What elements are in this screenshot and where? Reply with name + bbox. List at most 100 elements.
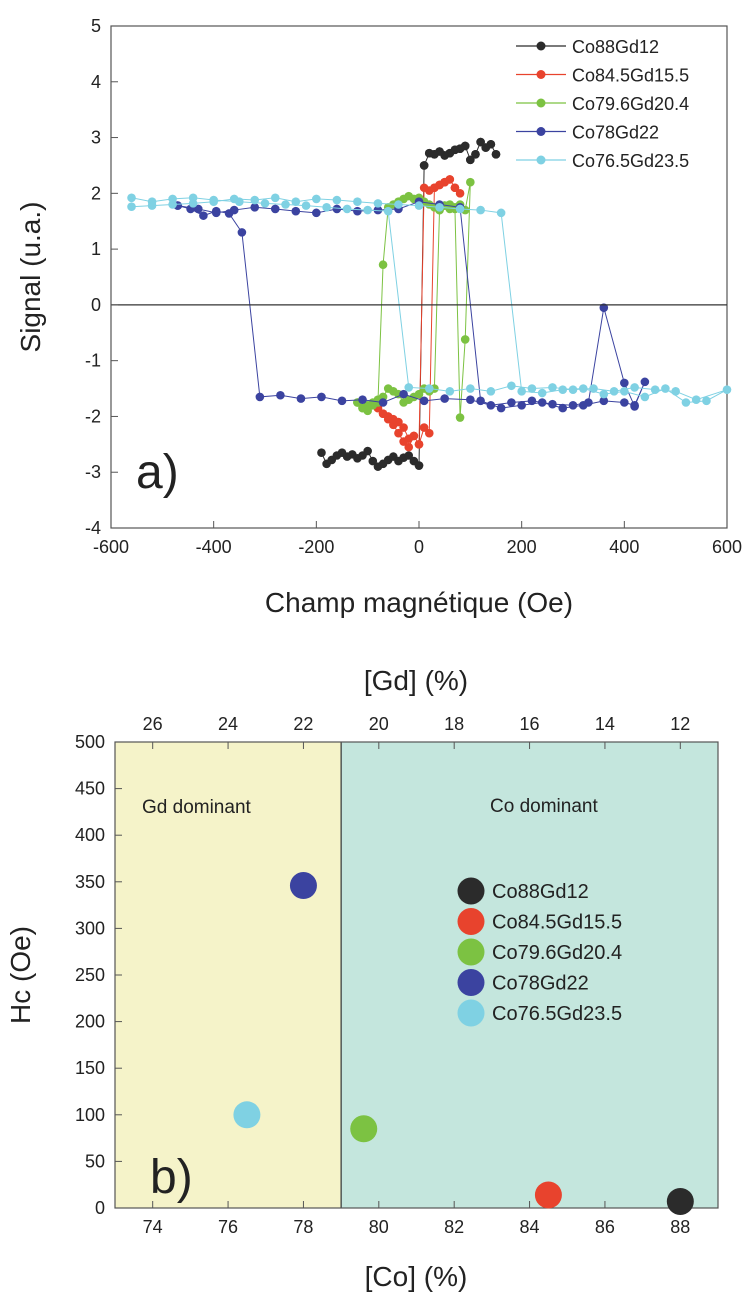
data-point xyxy=(641,393,650,402)
point-co76-5gd23-5 xyxy=(233,1101,260,1128)
data-point xyxy=(238,228,247,237)
legend-entry-co88gd12: Co88Gd12 xyxy=(458,878,589,905)
legend-label: Co84.5Gd15.5 xyxy=(492,912,622,934)
data-point xyxy=(363,206,372,215)
legend-label: Co79.6Gd20.4 xyxy=(572,94,689,114)
data-point xyxy=(404,383,413,392)
data-point xyxy=(292,207,301,216)
data-point xyxy=(702,397,711,406)
series-co76-5gd23-5 xyxy=(127,193,731,406)
x-tick-label: 78 xyxy=(293,1217,313,1237)
panel-label-a: a) xyxy=(136,446,179,499)
y-tick-label: 0 xyxy=(95,1198,105,1218)
data-point xyxy=(297,394,306,403)
data-point xyxy=(440,394,449,403)
data-point xyxy=(466,156,475,165)
coercivity-x-axis-label: [Co] (%) xyxy=(365,1261,468,1292)
data-point xyxy=(209,197,218,206)
top-tick-label: 24 xyxy=(218,714,238,734)
x-tick-label: 200 xyxy=(507,537,537,557)
data-point xyxy=(379,260,388,269)
coercivity-top-axis-label: [Gd] (%) xyxy=(364,665,468,696)
data-point xyxy=(548,400,557,409)
legend-entry-co88gd12: Co88Gd12 xyxy=(516,37,659,57)
legend-entry-co76-5gd23-5: Co76.5Gd23.5 xyxy=(516,151,689,171)
data-point xyxy=(374,199,383,208)
y-tick-label: 300 xyxy=(75,918,105,938)
data-point xyxy=(589,384,598,393)
legend-label: Co76.5Gd23.5 xyxy=(572,151,689,171)
point-co78gd22 xyxy=(290,872,317,899)
data-point xyxy=(148,201,157,210)
data-point xyxy=(620,387,629,396)
data-point xyxy=(415,461,424,470)
data-point xyxy=(692,395,701,404)
data-point xyxy=(492,150,501,159)
data-point xyxy=(558,385,567,394)
data-point xyxy=(425,384,434,393)
hysteresis-chart: -600 -400 -200 0 200 400 600 -4 -3 -2 -1 0 1 2 3 4 5 Co8… xyxy=(15,16,742,618)
top-tick-label: 20 xyxy=(369,714,389,734)
data-point xyxy=(333,196,342,205)
point-co79-6gd20-4 xyxy=(350,1115,377,1142)
x-tick-label: 600 xyxy=(712,537,742,557)
data-point xyxy=(358,395,367,404)
legend-marker xyxy=(537,127,546,136)
data-point xyxy=(456,205,465,214)
data-point xyxy=(338,397,347,406)
x-tick-label: 76 xyxy=(218,1217,238,1237)
coercivity-y-axis-label: Hc (Oe) xyxy=(5,926,36,1024)
data-point xyxy=(661,384,670,393)
data-point xyxy=(425,149,434,158)
data-point xyxy=(528,397,537,406)
top-tick-label: 26 xyxy=(143,714,163,734)
data-point xyxy=(281,200,290,209)
data-point xyxy=(497,404,506,413)
series-co79-6gd20-4 xyxy=(353,178,475,422)
y-tick-label: -4 xyxy=(85,518,101,538)
data-point xyxy=(404,443,413,452)
data-point xyxy=(487,387,496,396)
data-point xyxy=(456,413,465,422)
x-tick-label: -400 xyxy=(196,537,232,557)
x-tick-label: 88 xyxy=(670,1217,690,1237)
series-line xyxy=(357,182,470,417)
data-point xyxy=(671,387,680,396)
hysteresis-y-axis-label: Signal (u.a.) xyxy=(15,202,46,353)
legend-entry-co78gd22: Co78Gd22 xyxy=(516,123,659,143)
legend-marker xyxy=(458,908,485,935)
data-point xyxy=(312,209,321,218)
data-point xyxy=(230,206,239,215)
data-point xyxy=(461,335,470,344)
data-point xyxy=(384,384,393,393)
y-tick-label: 0 xyxy=(91,295,101,315)
data-point xyxy=(507,398,516,407)
legend-marker xyxy=(458,939,485,966)
data-point xyxy=(476,206,485,215)
x-tick-label: 400 xyxy=(609,537,639,557)
top-tick-label: 12 xyxy=(670,714,690,734)
data-point xyxy=(517,401,526,410)
data-point xyxy=(466,384,475,393)
data-point xyxy=(212,209,221,218)
data-point xyxy=(497,209,506,218)
gd-dominant-label: Gd dominant xyxy=(142,797,252,818)
legend-label: Co78Gd22 xyxy=(492,973,589,995)
legend-label: Co78Gd22 xyxy=(572,123,659,143)
data-point xyxy=(256,393,265,402)
data-point xyxy=(610,387,619,396)
legend-entry-co79-6gd20-4: Co79.6Gd20.4 xyxy=(516,94,689,114)
data-point xyxy=(430,183,439,192)
x-tick-label: -200 xyxy=(298,537,334,557)
data-point xyxy=(415,440,424,449)
data-point xyxy=(620,379,629,388)
legend-label: Co76.5Gd23.5 xyxy=(492,1003,622,1025)
y-tick-label: 400 xyxy=(75,825,105,845)
data-point xyxy=(548,383,557,392)
data-point xyxy=(569,401,578,410)
legend-marker xyxy=(537,70,546,79)
legend-entry-co84-5gd15-5: Co84.5Gd15.5 xyxy=(516,66,689,86)
data-point xyxy=(558,404,567,413)
data-point xyxy=(420,423,429,432)
